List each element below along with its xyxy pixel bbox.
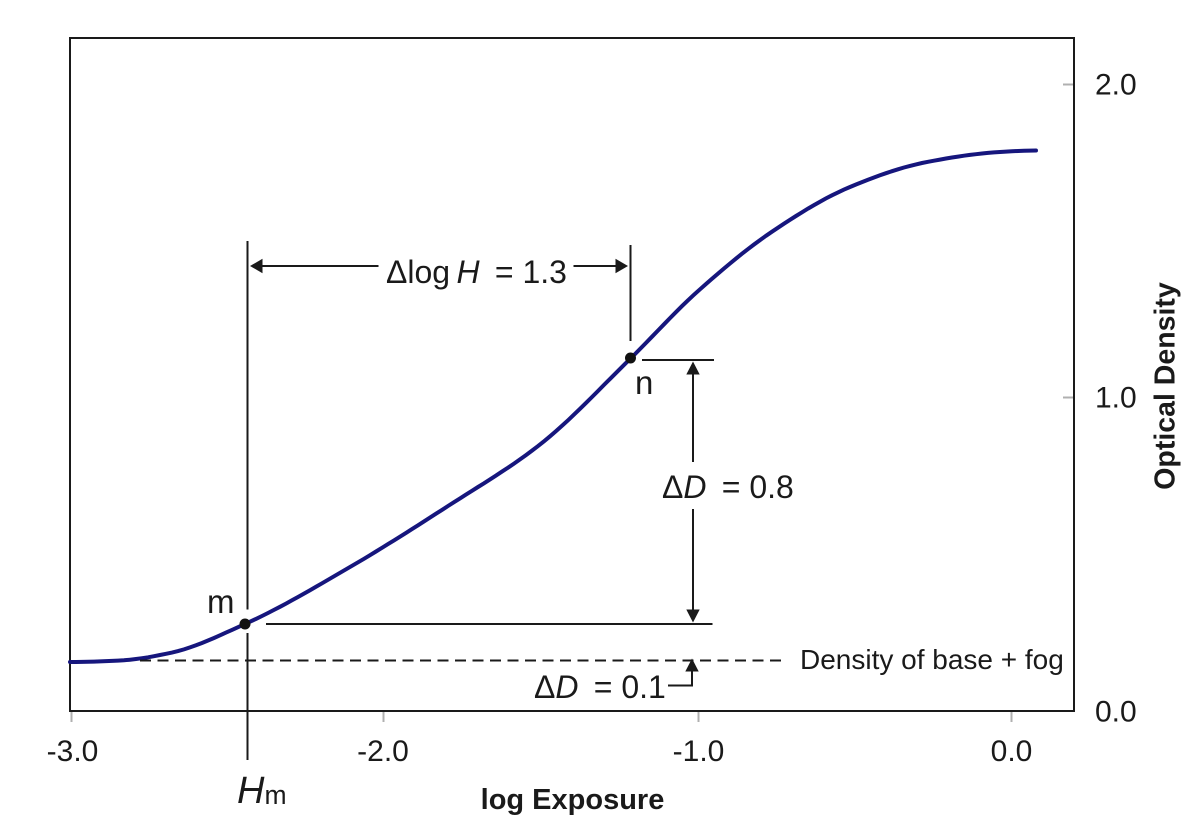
svg-text:n: n bbox=[635, 364, 653, 401]
svg-text:0.0: 0.0 bbox=[991, 735, 1033, 768]
svg-text:ΔD = 0.8: ΔD = 0.8 bbox=[662, 469, 794, 505]
svg-text:-1.0: -1.0 bbox=[673, 735, 725, 768]
svg-text:log Exposure: log Exposure bbox=[481, 784, 665, 816]
svg-text:Optical Density: Optical Density bbox=[1150, 282, 1182, 490]
svg-text:ΔD = 0.1: ΔD = 0.1 bbox=[534, 669, 666, 705]
svg-text:1.0: 1.0 bbox=[1095, 382, 1137, 415]
svg-text:m: m bbox=[207, 583, 235, 620]
svg-text:Hm: Hm bbox=[237, 770, 287, 812]
svg-text:-3.0: -3.0 bbox=[47, 735, 99, 768]
svg-text:2.0: 2.0 bbox=[1095, 69, 1137, 102]
svg-text:0.0: 0.0 bbox=[1095, 696, 1137, 729]
svg-text:Δlog H = 1.3: Δlog H = 1.3 bbox=[386, 254, 567, 290]
svg-text:Density of base + fog: Density of base + fog bbox=[800, 644, 1064, 675]
svg-text:-2.0: -2.0 bbox=[357, 735, 409, 768]
